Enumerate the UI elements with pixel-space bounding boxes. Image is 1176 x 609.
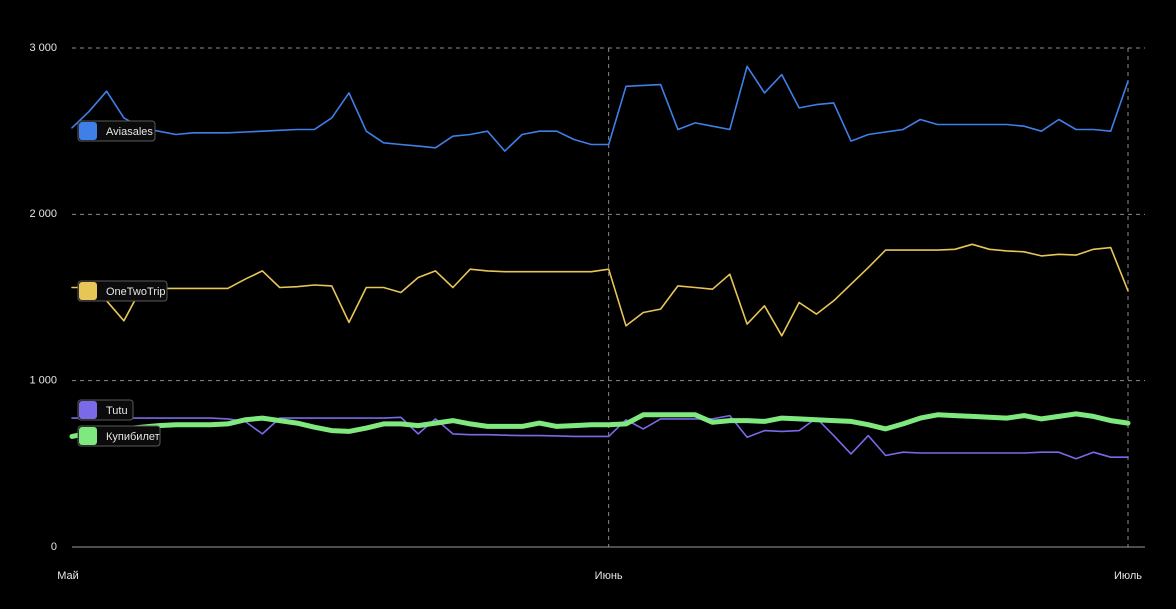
x-tick-label: Май	[57, 570, 79, 582]
series-line	[69, 411, 1131, 439]
legend-item: Купибилет	[77, 425, 161, 447]
legend-item: Aviasales	[77, 120, 156, 142]
legend-box	[77, 280, 168, 302]
legend-item: Tutu	[77, 399, 134, 421]
series-line	[71, 65, 1129, 152]
series-line	[71, 243, 1129, 337]
legend-icon	[79, 282, 97, 300]
y-tick-label: 1 000	[29, 375, 57, 387]
legend-icon	[79, 401, 97, 419]
x-tick-label: Июнь	[595, 570, 623, 582]
legend-box	[77, 425, 161, 447]
legend-box	[77, 120, 156, 142]
series-line	[71, 414, 1129, 460]
legend-icon	[79, 122, 97, 140]
legend-label: Aviasales	[106, 126, 153, 138]
legend-label: Tutu	[106, 405, 128, 417]
legend-label: Купибилет	[106, 431, 160, 443]
y-tick-label: 3 000	[29, 42, 57, 54]
legend-label: OneTwoTrip	[106, 286, 166, 298]
legend-item: OneTwoTrip	[77, 280, 168, 302]
x-tick-label: Июль	[1114, 570, 1142, 582]
y-tick-label: 0	[51, 541, 57, 553]
y-tick-label: 2 000	[29, 208, 57, 220]
legend-icon	[79, 427, 97, 445]
